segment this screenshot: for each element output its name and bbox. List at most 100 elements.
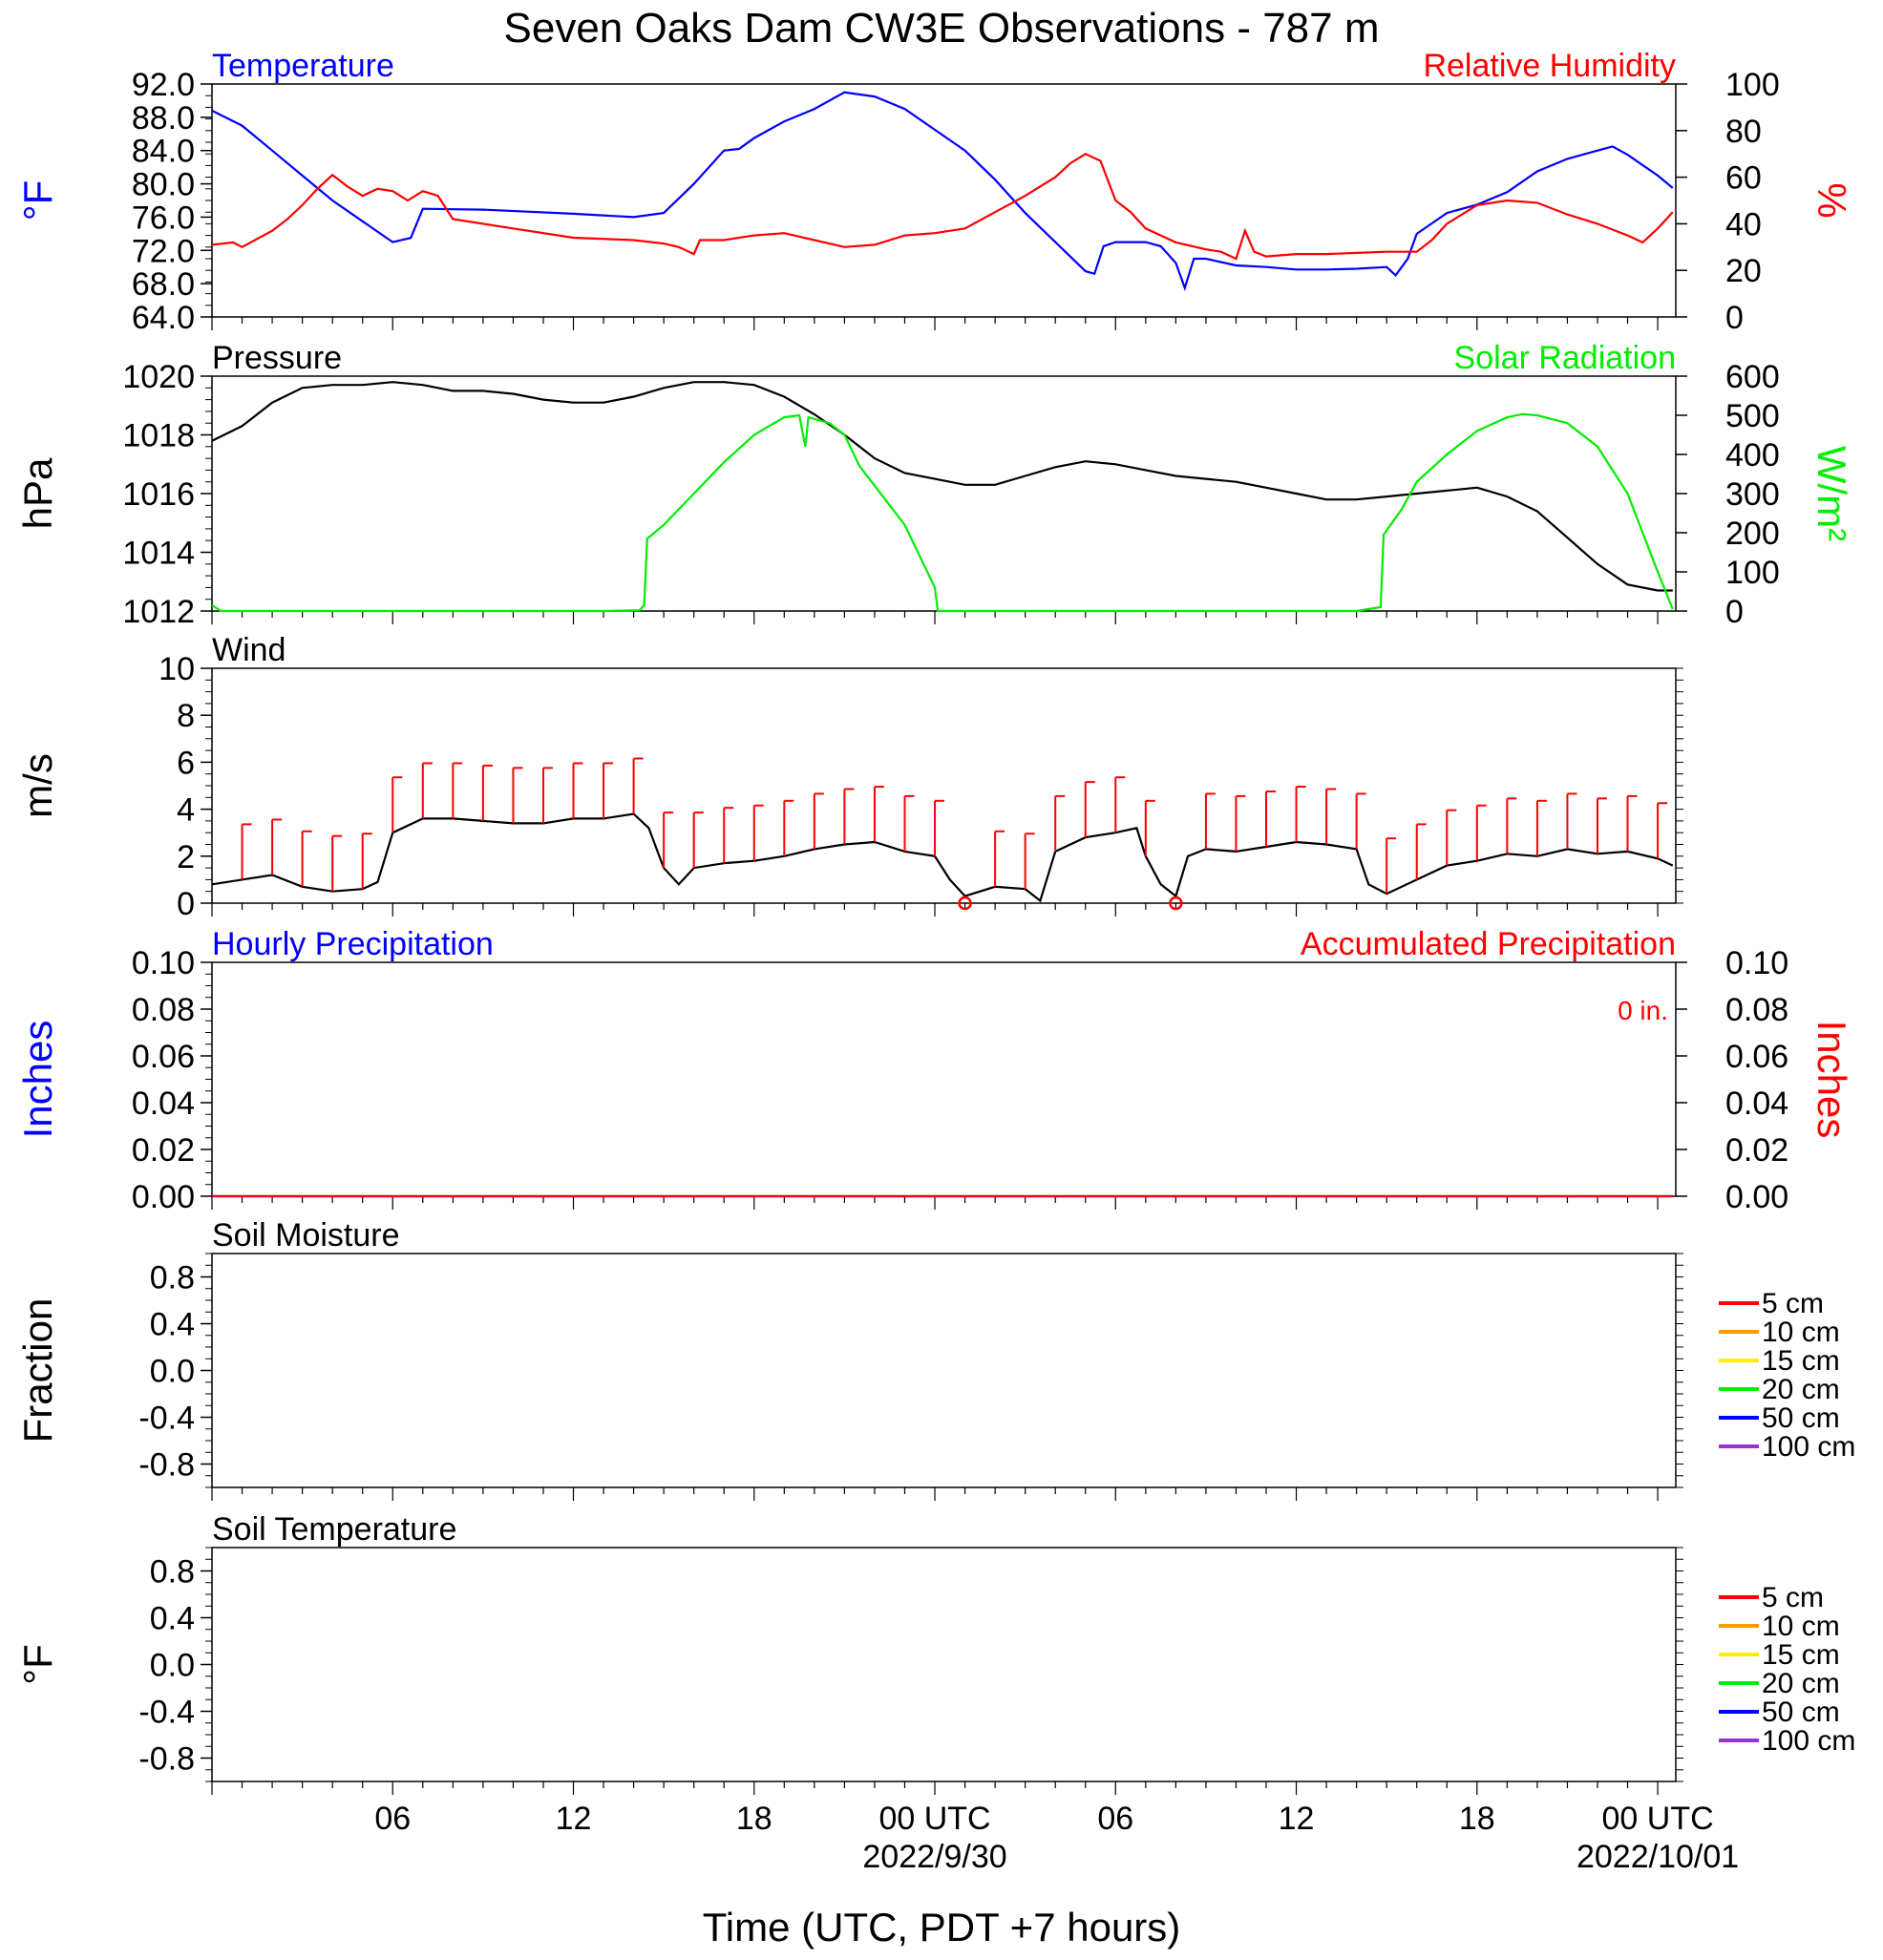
legend-label: 5 cm [1762,1288,1824,1319]
y-tick-label-right: 0 [1725,300,1744,336]
panel-title-left: Soil Temperature [212,1511,456,1548]
y-tick-label-right: 80 [1725,114,1762,150]
y-axis-label-left: °F [15,180,60,221]
y-tick-label-left: 10 [159,651,195,687]
calm-wind-marker [958,896,972,911]
legend-label: 15 cm [1762,1639,1840,1671]
legend-label: 100 cm [1762,1431,1855,1463]
y-tick-label-left: 1018 [122,418,195,454]
panel-wind: 0 2 4 6 8 10 Wind m/s [15,632,1683,922]
y-tick-label-left: 68.0 [132,266,195,303]
y-tick-label-left: 72.0 [132,233,195,269]
panel-title-left: Soil Moisture [212,1217,400,1254]
x-tick-label: 18 [1459,1801,1495,1837]
y-tick-label-right: 400 [1725,437,1780,474]
panel-frame [211,83,1677,318]
legend-label: 20 cm [1762,1374,1840,1405]
y-axis-label-left: Fraction [15,1298,60,1444]
y-tick-label-left: 88.0 [132,100,195,137]
legend-label: 20 cm [1762,1668,1840,1699]
legend-label: 5 cm [1762,1582,1824,1613]
y-tick-label-left: 6 [177,745,195,781]
legend-label: 10 cm [1762,1611,1840,1642]
y-tick-label-right: 0 [1725,594,1744,630]
panel-title-left: Wind [212,632,286,668]
y-tick-label-left: 80.0 [132,167,195,203]
x-tick-label: 00 UTC [878,1801,990,1837]
panels-group: 64.068.072.076.080.084.088.092.002040608… [15,48,1855,1795]
y-tick-label-left: 2 [177,839,195,875]
x-tick-label: 06 [1097,1801,1133,1837]
y-tick-label-right: 0.02 [1725,1132,1788,1169]
y-tick-label-left: 4 [177,792,195,829]
y-tick-label-left: 0.4 [150,1601,195,1637]
x-tick-label: 06 [374,1801,411,1837]
legend-label: 50 cm [1762,1402,1840,1434]
y-tick-label-right: 0.10 [1725,945,1788,981]
x-tick-date-label: 2022/9/30 [862,1839,1006,1875]
x-tick-date-label: 2022/10/01 [1576,1839,1739,1875]
y-tick-label-right: 0.04 [1725,1085,1788,1122]
series-line-temperature [211,91,1674,291]
x-tick-label: 18 [736,1801,772,1837]
y-tick-label-left: 76.0 [132,200,195,236]
panel-title-left: Hourly Precipitation [212,926,494,962]
y-tick-label-left: 1014 [122,536,195,572]
panel-temp_rh: 64.068.072.076.080.084.088.092.0 0 20 40 60 8… [15,48,1854,336]
x-tick-label: 12 [1279,1801,1315,1837]
chart-title: Seven Oaks Dam CW3E Observations - 787 m [504,5,1380,52]
accumulated-total-label: 0 in. [1618,996,1668,1025]
y-axis-label-left: hPa [15,457,60,529]
panel-frame [211,667,1677,904]
x-tick-label: 00 UTC [1602,1801,1714,1837]
calm-wind-marker [1169,896,1183,911]
y-tick-label-left: 0.8 [150,1554,195,1591]
panel-title-right: Accumulated Precipitation [1301,926,1676,962]
y-tick-label-right: 0.06 [1725,1039,1788,1075]
y-tick-label-left: 1016 [122,476,195,513]
y-tick-label-left: 0.06 [132,1039,195,1075]
y-tick-label-right: 60 [1725,160,1762,197]
y-tick-label-left: 0.0 [150,1648,195,1684]
y-axis-label-right: Inches [1809,1021,1854,1139]
y-axis-label-left: Inches [15,1021,60,1139]
y-tick-label-right: 500 [1725,398,1780,434]
x-axis-label: Time (UTC, PDT +7 hours) [703,1905,1181,1949]
panel-title-left: Pressure [212,340,342,376]
panel-precip: 0.00 0.02 0.04 0.06 0.08 0.10 0.00 0.02 0.04 0.06… [15,926,1854,1215]
y-tick-label-right: 100 [1725,555,1780,591]
y-tick-label-left: 64.0 [132,300,195,336]
panel-title-right: Relative Humidity [1423,48,1676,84]
series-line-wind [211,812,1674,903]
y-tick-label-left: -0.8 [138,1447,195,1484]
y-tick-label-left: 1020 [122,359,195,395]
legend-label: 100 cm [1762,1725,1855,1757]
y-tick-label-left: 0.00 [132,1179,195,1215]
y-tick-label-right: 40 [1725,206,1762,242]
y-tick-label-left: 8 [177,698,195,734]
y-tick-label-left: -0.4 [138,1695,195,1731]
panel-frame [211,1547,1677,1782]
x-tick-label: 12 [556,1801,592,1837]
y-tick-label-left: 84.0 [132,134,195,170]
y-tick-label-left: 0.08 [132,992,195,1028]
legend-label: 10 cm [1762,1317,1840,1348]
y-tick-label-left: -0.4 [138,1401,195,1437]
y-tick-label-left: -0.8 [138,1741,195,1778]
y-axis-label-left: m/s [15,753,60,818]
y-tick-label-left: 92.0 [132,67,195,103]
panel-frame [211,375,1677,612]
y-axis-label-right: W/m² [1809,446,1854,541]
y-tick-label-left: 0.10 [132,945,195,981]
y-tick-label-right: 300 [1725,476,1780,513]
panel-frame [211,1253,1677,1488]
panel-title-right: Solar Radiation [1454,340,1676,376]
series-line-pressure [211,381,1673,592]
panel-frame [211,961,1677,1197]
y-tick-label-left: 0 [177,886,195,922]
y-tick-label-left: 1012 [122,594,195,630]
